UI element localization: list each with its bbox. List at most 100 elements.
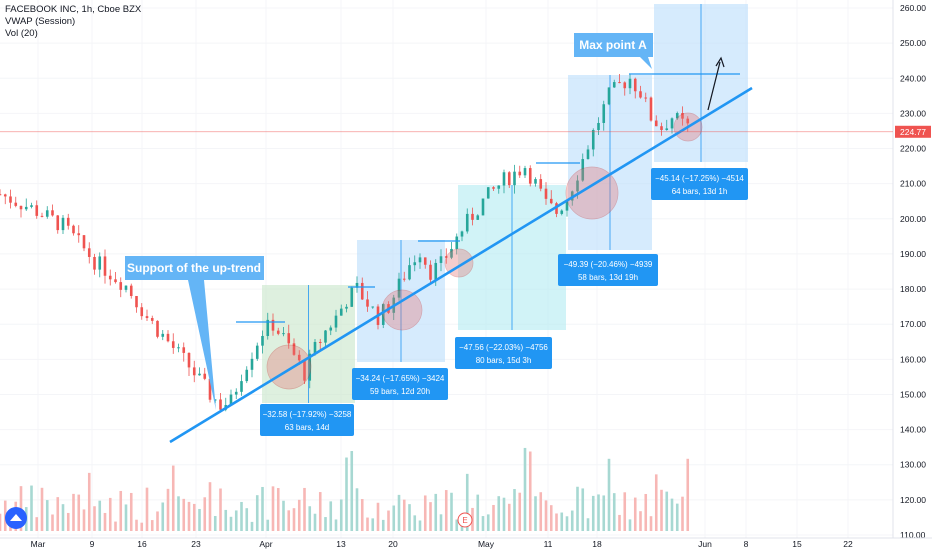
volume-bar — [61, 504, 65, 531]
volume-bar — [150, 520, 154, 531]
candle-body — [534, 179, 537, 184]
volume-bar — [187, 501, 191, 531]
candle-body — [350, 287, 354, 307]
candle-body — [465, 213, 469, 232]
volume-bar — [0, 513, 2, 531]
volume-bar — [129, 492, 133, 531]
volume-bar — [140, 522, 144, 531]
volume-bar — [591, 495, 595, 531]
measure-label-box[interactable] — [352, 368, 448, 400]
price-tick-label: 260.00 — [900, 3, 926, 13]
candle-body — [318, 341, 322, 343]
candle-body — [623, 82, 627, 89]
highlight-circle[interactable] — [266, 344, 312, 390]
candle-body — [187, 352, 191, 368]
measure-label-box[interactable] — [260, 404, 354, 436]
highlight-circle[interactable] — [565, 166, 619, 220]
volume-bar — [686, 458, 690, 531]
candle-body — [654, 120, 658, 127]
volume-bar — [376, 502, 380, 531]
volume-bar — [30, 485, 33, 531]
volume-bars — [0, 447, 690, 531]
legend: FACEBOOK INC, 1h, Cboe BZX VWAP (Session… — [5, 4, 141, 40]
measure-change-text: −32.58 (−17.92%) −3258 — [263, 410, 352, 419]
measure-label-box[interactable] — [651, 168, 748, 200]
volume-bar — [597, 494, 600, 531]
max-point-callout[interactable] — [574, 33, 653, 69]
highlight-circle[interactable] — [381, 289, 423, 331]
candle-body — [51, 210, 54, 216]
symbol-title: FACEBOOK INC, 1h, Cboe BZX — [5, 4, 142, 15]
price-tick-label: 220.00 — [900, 144, 926, 154]
candle-body — [371, 306, 375, 308]
candle-body — [665, 128, 669, 130]
measure-label-box[interactable] — [455, 337, 552, 369]
candle-body — [581, 159, 585, 181]
candle-body — [166, 333, 170, 342]
candle-body — [329, 327, 333, 331]
last-price-badge[interactable] — [895, 125, 931, 138]
volume-indicator[interactable]: Vol (20) — [5, 28, 38, 39]
candle-body — [334, 315, 338, 328]
volume-bar — [502, 497, 506, 531]
volume-bar — [72, 493, 75, 531]
volume-bar — [87, 472, 91, 531]
volume-bar — [271, 486, 275, 531]
volume-bar — [675, 503, 679, 531]
candle-body — [140, 307, 144, 317]
support-callout[interactable] — [125, 256, 264, 410]
volume-bar — [492, 504, 495, 531]
price-tick-label: 230.00 — [900, 108, 926, 118]
candle-body — [339, 308, 343, 316]
time-tick-label: Apr — [259, 539, 272, 549]
volume-bar — [618, 514, 621, 531]
candle-body — [681, 113, 684, 119]
time-tick-label: 22 — [843, 539, 853, 549]
volume-bar — [387, 510, 390, 531]
volume-bar — [303, 487, 306, 531]
candle-body — [639, 91, 642, 98]
candle-body — [549, 198, 553, 204]
volume-bar — [402, 499, 406, 531]
earnings-event-icon[interactable] — [457, 512, 473, 528]
volume-bar — [570, 510, 574, 531]
candle-body — [492, 187, 495, 189]
measure-bars-text: 63 bars, 14d — [285, 423, 329, 432]
volume-bar — [51, 514, 54, 531]
volume-bar — [586, 518, 590, 531]
candle-body — [161, 333, 165, 337]
volume-bar — [660, 489, 663, 531]
price-tick-label: 150.00 — [900, 389, 926, 399]
volume-bar — [208, 482, 212, 531]
measure-change-text: −45.14 (−17.25%) −4514 — [655, 174, 744, 183]
volume-bar — [334, 519, 338, 531]
volume-bar — [82, 509, 86, 531]
measure-bars-text: 58 bars, 13d 19h — [578, 273, 638, 282]
candle-body — [360, 282, 364, 300]
candle-body — [576, 180, 579, 192]
time-axis[interactable]: Mar 9 16 23 Apr 13 20 May 11 18 Jun 8 15 22 — [0, 537, 932, 549]
uptrend-line[interactable] — [169, 86, 753, 444]
volume-bar — [665, 491, 669, 531]
volume-bar — [455, 519, 459, 531]
volume-bar — [371, 518, 375, 531]
volume-bar — [240, 501, 243, 531]
volume-bar — [623, 492, 627, 531]
tradingview-logo-icon[interactable] — [5, 507, 27, 529]
candle-body — [66, 217, 70, 226]
candle-body — [355, 282, 359, 288]
measure-label-box[interactable] — [558, 254, 658, 286]
trendline[interactable] — [169, 56, 753, 444]
volume-bar — [418, 520, 422, 531]
measure-labels: −32.58 (−17.92%) −3258 63 bars, 14d −34.24… — [260, 168, 748, 436]
volume-bar — [324, 517, 327, 531]
candle-body — [450, 248, 453, 258]
volume-bar — [523, 447, 527, 531]
price-axis[interactable]: 110.00 120.00 130.00 140.00 150.00 160.00 170.… — [0, 0, 931, 540]
candle-body — [313, 341, 317, 354]
volume-bar — [392, 505, 396, 531]
candle-body — [618, 82, 621, 84]
volume-bar — [612, 493, 616, 531]
vwap-indicator[interactable]: VWAP (Session) — [5, 16, 76, 27]
